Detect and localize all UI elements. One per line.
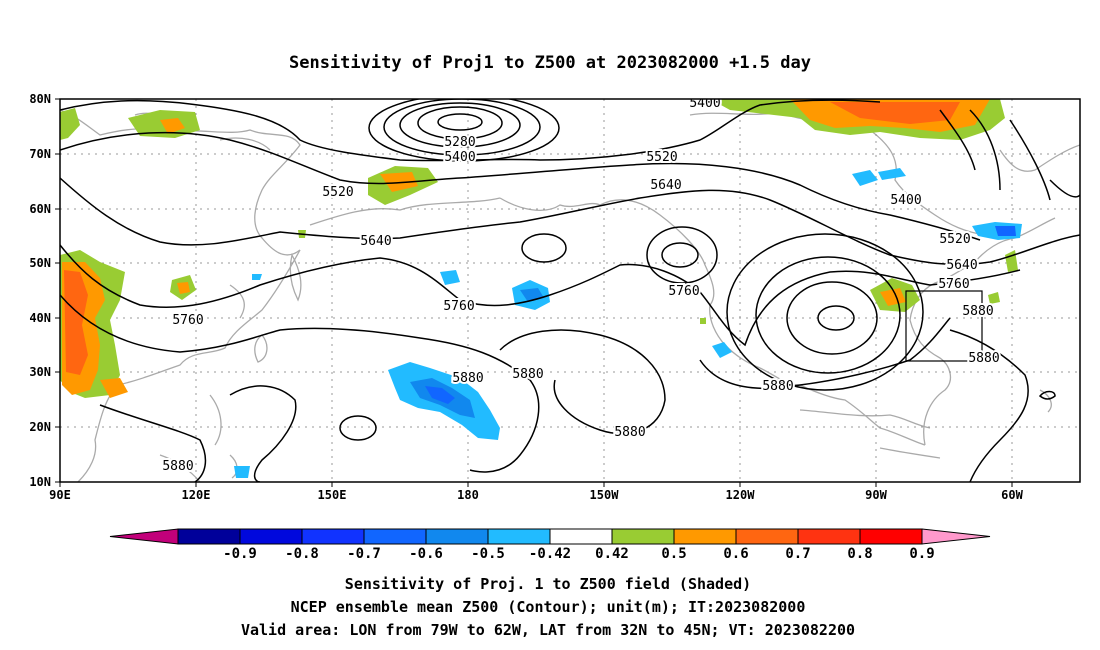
lat-tick-label: 70N [29, 147, 51, 161]
positive-shading-patch [177, 282, 190, 294]
map-panel: 5400 5280 5400 5520 5640 5520 5640 5760 … [29, 92, 1081, 502]
colorbar-swatch [611, 528, 675, 545]
caption-line: NCEP ensemble mean Z500 (Contour); unit(… [291, 598, 806, 616]
contour-label: 5520 [939, 232, 970, 247]
positive-shading-patch [988, 292, 1000, 304]
colorbar-label: 0.9 [909, 546, 934, 562]
positive-shading-patch [830, 102, 960, 124]
colorbar-max-triangle [921, 528, 991, 545]
colorbar: -0.9 -0.8 -0.7 -0.6 -0.5 -0.42 0.42 0.5 0.6 0.7 0.… [109, 528, 991, 562]
sensitivity-shading [60, 99, 1022, 478]
colorbar-swatch [363, 528, 427, 545]
contour-label: 5880 [452, 371, 483, 386]
contour-label: 5400 [689, 96, 720, 111]
contour-label: 5880 [162, 459, 193, 474]
contour-label: 5760 [172, 313, 203, 328]
colorbar-label: -0.6 [409, 546, 443, 562]
positive-shading-patch [700, 318, 706, 324]
colorbar-label: 0.42 [595, 546, 629, 562]
colorbar-swatch [735, 528, 799, 545]
lat-tick-label: 80N [29, 92, 51, 106]
positive-shading-patch [100, 378, 128, 398]
colorbar-swatch [673, 528, 737, 545]
caption-line: Valid area: LON from 79W to 62W, LAT fro… [241, 621, 855, 639]
colorbar-swatch [859, 528, 923, 545]
contour-label: 5640 [360, 234, 391, 249]
colorbar-swatch [549, 528, 613, 545]
lat-tick-label: 60N [29, 202, 51, 216]
colorbar-swatch [239, 528, 303, 545]
negative-shading-patch [234, 466, 250, 478]
negative-shading-patch [995, 226, 1016, 236]
positive-shading-patch [64, 270, 88, 375]
contour-label: 5760 [443, 299, 474, 314]
negative-shading-patch [252, 274, 262, 280]
valid-area-box [905, 290, 983, 362]
contour-label: 5400 [890, 193, 921, 208]
positive-shading-patch [880, 288, 906, 306]
colorbar-label: 0.6 [723, 546, 748, 562]
contour-label: 5880 [968, 351, 999, 366]
caption-line: Sensitivity of Proj. 1 to Z500 field (Sh… [345, 575, 751, 593]
contour-labels: 5400 5280 5400 5520 5640 5520 5640 5760 … [160, 96, 1001, 476]
colorbar-label: -0.8 [285, 546, 319, 562]
graticule [60, 99, 1080, 482]
contour-label: 5760 [938, 277, 969, 292]
figure-title: Sensitivity of Proj1 to Z500 at 20230820… [289, 53, 811, 73]
positive-shading-patch [160, 118, 185, 134]
longitude-axis: 90E 120E 150E 180 150W 120W 90W 60W [49, 488, 1023, 502]
contour-label: 5280 [444, 135, 475, 150]
colorbar-label: 0.8 [847, 546, 872, 562]
lon-tick-label: 90E [49, 488, 71, 502]
colorbar-label: 0.7 [785, 546, 810, 562]
lon-tick-label: 60W [1001, 488, 1023, 502]
lon-tick-label: 150W [590, 488, 620, 502]
colorbar-swatch [487, 528, 551, 545]
contour-label: 5760 [668, 284, 699, 299]
colorbar-min-triangle [109, 528, 179, 545]
colorbar-label: 0.5 [661, 546, 686, 562]
negative-shading-patch [852, 170, 878, 186]
contour-label: 5640 [946, 258, 977, 273]
negative-shading-patch [712, 342, 732, 358]
negative-shading-patch [425, 386, 455, 404]
colorbar-swatch [177, 528, 241, 545]
lat-tick-label: 50N [29, 256, 51, 270]
contour-label: 5640 [650, 178, 681, 193]
lon-tick-label: 150E [318, 488, 347, 502]
z500-contours [60, 99, 1080, 482]
contour-label: 5520 [322, 185, 353, 200]
negative-shading-patch [440, 270, 460, 285]
contour-label: 5400 [444, 150, 475, 165]
lon-tick-label: 180 [457, 488, 479, 502]
contour-label: 5520 [646, 150, 677, 165]
colorbar-swatch [301, 528, 365, 545]
lon-tick-label: 120E [182, 488, 211, 502]
contour-label: 5880 [512, 367, 543, 382]
negative-shading-patch [878, 168, 906, 180]
positive-shading-patch [60, 108, 80, 140]
colorbar-swatch [425, 528, 489, 545]
lat-tick-label: 30N [29, 365, 51, 379]
colorbar-label: -0.5 [471, 546, 505, 562]
latitude-axis: 80N 70N 60N 50N 40N 30N 20N 10N [29, 92, 51, 489]
lon-tick-label: 90W [865, 488, 887, 502]
colorbar-label: -0.7 [347, 546, 381, 562]
colorbar-label: -0.42 [529, 546, 571, 562]
lat-tick-label: 20N [29, 420, 51, 434]
captions: Sensitivity of Proj. 1 to Z500 field (Sh… [241, 575, 855, 639]
contour-label: 5880 [614, 425, 645, 440]
lat-tick-label: 40N [29, 311, 51, 325]
contour-label: 5880 [762, 379, 793, 394]
colorbar-label: -0.9 [223, 546, 257, 562]
lon-tick-label: 120W [726, 488, 756, 502]
lat-tick-label: 10N [29, 475, 51, 489]
contour-label: 5880 [962, 304, 993, 319]
colorbar-swatch [797, 528, 861, 545]
positive-shading-patch [380, 172, 418, 192]
